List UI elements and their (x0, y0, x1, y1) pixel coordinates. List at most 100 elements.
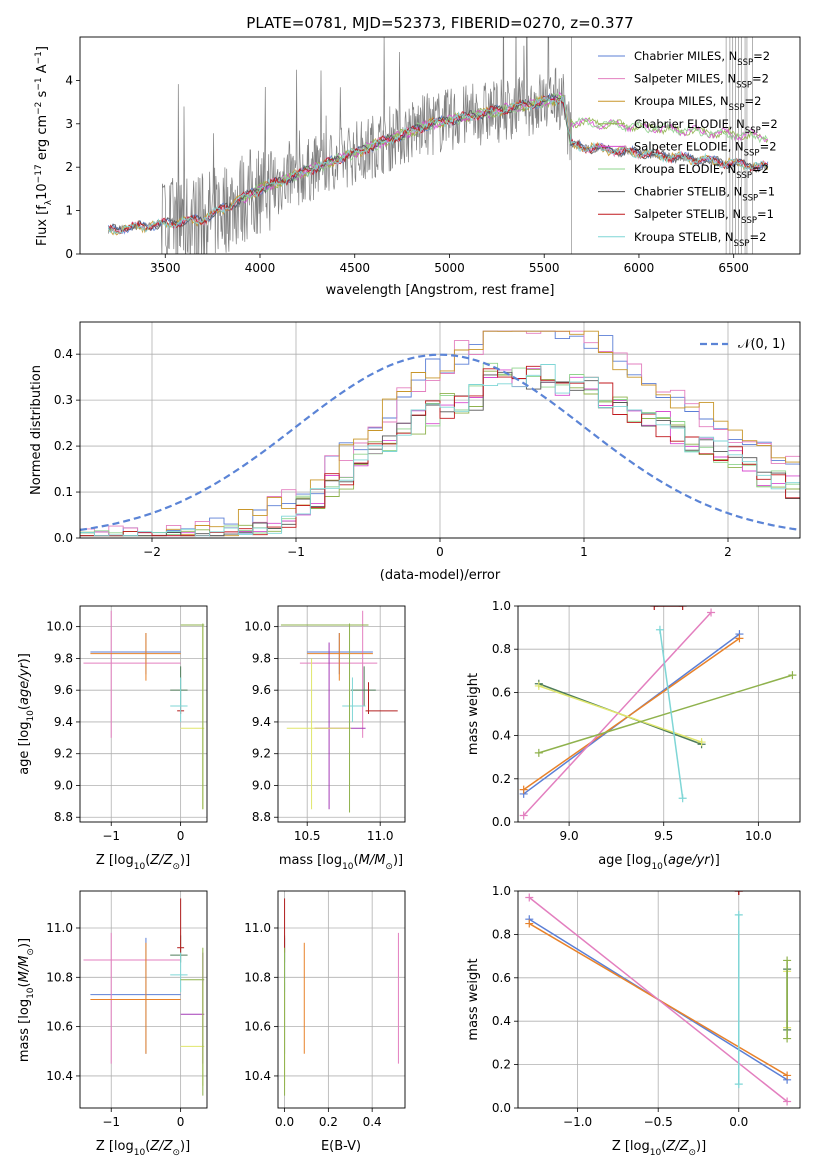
legend-text: Kroupa STELIB, N (634, 230, 734, 244)
age-vs-Z-ylabel-part: ( (17, 705, 32, 710)
weight-vs-age-xlabel: age [log10(age/yr)] (598, 853, 720, 872)
residuals-xtick-label: 0 (436, 545, 444, 559)
mass_vs_Z-ytick-label: 10.6 (46, 1020, 73, 1034)
age_vs_mass-ytick-label: 9.6 (252, 683, 271, 697)
age_vs_mass-ytick-label: 9.2 (252, 747, 271, 761)
model-spectrum-5 (241, 92, 768, 202)
axes-frame (277, 605, 406, 823)
mass-vs-Z-ylabel-part: mass [log (17, 999, 32, 1062)
weight_vs_age-marker-2 (519, 785, 528, 794)
weight_vs_age-marker-5 (534, 681, 543, 690)
age-vs-Z-xlabel-part: Z [log (96, 853, 134, 868)
legend-sub: SSP (736, 81, 752, 91)
legend-text: Chabrier MILES, N (634, 49, 737, 63)
legend-tail: =2 (760, 139, 777, 153)
weight_vs_Z-marker-8 (734, 1080, 743, 1089)
spectrum-xtick-label: 3500 (150, 261, 181, 275)
weight_vs_age-marker-3 (534, 748, 543, 757)
spectrum-ytick-label: 3 (65, 117, 73, 131)
mass_vs_Z-xtick-label: −1 (102, 1115, 120, 1129)
mass-vs-Z-ylabel-part: ⊙ (26, 948, 36, 956)
age_vs_Z-ytick-label: 9.2 (54, 747, 73, 761)
legend-text: Chabrier ELODIE, N (634, 117, 745, 131)
residuals-xtick-label: −2 (143, 545, 161, 559)
age-vs-Z-ylabel-part: age [log (17, 722, 32, 775)
legend-sub: SSP (734, 239, 750, 249)
legend-tail: =2 (744, 94, 761, 108)
residuals-ytick-label: 0.0 (54, 531, 73, 545)
gaussian-curve (80, 353, 800, 531)
weight_vs_age-marks (519, 606, 797, 820)
weight-vs-Z-xlabel-part: 10 (650, 1148, 662, 1158)
spectrum-ylabel-part: −1 (34, 51, 44, 64)
residuals-xtick-label: 1 (580, 545, 588, 559)
mass-vs-Z-ylabel-part: ( (17, 982, 32, 987)
mass_vs_ebv-xtick-label: 0.0 (275, 1115, 294, 1129)
legend-sub: SSP (729, 103, 745, 113)
age_vs_Z-ytick-label: 9.4 (54, 715, 73, 729)
weight-vs-Z-xlabel-part: Z/Z (665, 1139, 689, 1154)
age_vs_Z-ytick-label: 9.8 (54, 651, 73, 665)
age_vs_Z-xtick-label: 0 (177, 829, 185, 843)
weight_vs_age-ytick-label: 0.6 (492, 685, 511, 699)
spectrum-ylabel-part: 10 (35, 183, 50, 200)
weight_vs_age-ytick-label: 0.0 (492, 815, 511, 829)
mass-vs-Z-xlabel-part: )] (180, 1139, 190, 1154)
age-vs-Z-xlabel-part: 10 (134, 862, 146, 872)
legend-tail: =2 (749, 230, 766, 244)
legend-tail: =1 (758, 185, 775, 199)
weight_vs_age-marker-1 (519, 811, 528, 820)
age_vs_mass-plot: 10.5 11.0 8.8 9.0 9.2 9.4 9.6 9.8 10.0 (244, 605, 406, 843)
legend-tail: =1 (757, 207, 774, 221)
age-vs-mass-xlabel-part: mass [log (279, 853, 342, 868)
legend-text: Salpeter ELODIE, N (634, 139, 744, 153)
age-vs-Z-xlabel-part: ( (145, 853, 150, 868)
age_vs_mass-ytick-label: 10.0 (244, 620, 271, 634)
mass_vs_ebv-ytick-label: 11.0 (244, 921, 271, 935)
mass-vs-Z-ylabel-part: )] (17, 938, 32, 948)
legend-tail: =2 (761, 117, 778, 131)
mass_vs_Z-ytick-label: 11.0 (46, 921, 73, 935)
legend-text: Salpeter STELIB, N (634, 207, 741, 221)
mass_vs_ebv-ytick-label: 10.4 (244, 1069, 271, 1083)
weight_vs_age-line-8 (659, 629, 684, 799)
legend-entry-3: Chabrier ELODIE, NSSP=2 (634, 117, 778, 136)
mass_vs_ebv-ytick-label: 10.8 (244, 970, 271, 984)
weight_vs_Z-xtick-label: 0.0 (729, 1115, 748, 1129)
legend-entry-0: Chabrier MILES, NSSP=2 (634, 49, 770, 68)
spectrum-xtick-label: 5000 (434, 261, 465, 275)
spectrum-ylabel-part: A (35, 64, 50, 77)
weight_vs_Z-ytick-label: 1.0 (492, 884, 511, 898)
mass_vs_Z-plot: −1 0 10.4 10.6 10.8 11.0 (46, 890, 208, 1129)
legend-sub: SSP (744, 148, 760, 158)
weight_vs_age-ytick-label: 0.4 (492, 729, 511, 743)
spectrum-ylabel-part: λ (44, 199, 54, 205)
age-vs-mass-xlabel-part: 10 (342, 862, 354, 872)
spectrum-ylabel: Flux [fλ10−17 erg cm−2 s−1 A−1] (34, 46, 54, 246)
axes-frame (277, 890, 406, 1109)
weight_vs_age-plot: 9.0 9.5 10.0 0.0 0.2 0.4 0.6 0.8 1.0 (492, 599, 801, 843)
weight_vs_age-xtick-label: 9.0 (560, 829, 579, 843)
spectrum-title: PLATE=0781, MJD=52373, FIBERID=0270, z=0… (246, 14, 633, 32)
spectrum-ytick-label: 4 (65, 73, 73, 87)
weight_vs_Z-ytick-label: 0.8 (492, 927, 511, 941)
mass_vs_ebv-marks (284, 898, 399, 1096)
mass_vs_Z-marks (83, 898, 205, 1096)
weight_vs_Z-ylabel: mass weight (466, 958, 481, 1040)
mass_vs_ebv-xtick-label: 0.4 (363, 1115, 382, 1129)
legend-text: Kroupa MILES, N (634, 94, 729, 108)
spectrum-xtick-label: 4500 (339, 261, 370, 275)
spectrum-plot: 3500 4000 4500 5000 5500 6000 6500 0 1 2 3 4 (65, 36, 801, 275)
spectrum-ytick-label: 2 (65, 160, 73, 174)
residuals-ytick-label: 0.2 (54, 439, 73, 453)
weight_vs_Z-plot: −1.0 −0.5 0.0 0.0 0.2 0.4 0.6 0.8 1.0 (492, 884, 801, 1129)
axes-frame (79, 605, 208, 823)
legend-tail: =2 (752, 162, 769, 176)
residuals-marks (80, 330, 800, 538)
gaussian-legend-label: 𝒩(0, 1) (738, 337, 785, 352)
legend-tail: =2 (753, 49, 770, 63)
weight_vs_Z-marker-7 (734, 891, 743, 895)
spectrum-ylabel-part: erg cm (35, 115, 50, 164)
mass-vs-Z-xlabel-part: 10 (134, 1148, 146, 1158)
